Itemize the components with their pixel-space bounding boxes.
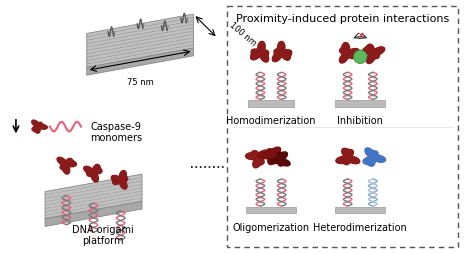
Polygon shape (251, 42, 269, 63)
Polygon shape (111, 171, 128, 189)
Bar (248, 101, 294, 107)
Text: ✕: ✕ (357, 30, 364, 39)
Text: Homodimerization: Homodimerization (226, 116, 316, 125)
Polygon shape (258, 148, 281, 165)
Polygon shape (45, 201, 142, 227)
Polygon shape (45, 174, 142, 219)
Text: 100 nm: 100 nm (228, 21, 257, 48)
Polygon shape (339, 43, 359, 64)
Polygon shape (87, 15, 193, 68)
Polygon shape (273, 42, 292, 62)
Polygon shape (363, 148, 385, 167)
Bar (335, 207, 385, 214)
Polygon shape (363, 45, 385, 64)
Bar (246, 207, 296, 214)
Ellipse shape (354, 51, 367, 64)
Text: Proximity-induced protein interactions: Proximity-induced protein interactions (236, 14, 449, 24)
Bar (335, 101, 385, 107)
Polygon shape (84, 165, 102, 182)
Text: 75 nm: 75 nm (127, 78, 154, 87)
Polygon shape (32, 121, 47, 134)
Text: Oligomerization: Oligomerization (232, 222, 310, 232)
Polygon shape (57, 158, 76, 174)
Text: Heterodimerization: Heterodimerization (313, 222, 407, 232)
Text: DNA origami
platform: DNA origami platform (73, 224, 134, 245)
Text: Caspase-9
monomers: Caspase-9 monomers (91, 121, 143, 143)
Polygon shape (87, 49, 193, 76)
Polygon shape (246, 151, 269, 168)
Polygon shape (269, 152, 290, 166)
Text: Inhibition: Inhibition (337, 116, 383, 125)
Polygon shape (336, 149, 360, 165)
FancyBboxPatch shape (228, 7, 458, 247)
